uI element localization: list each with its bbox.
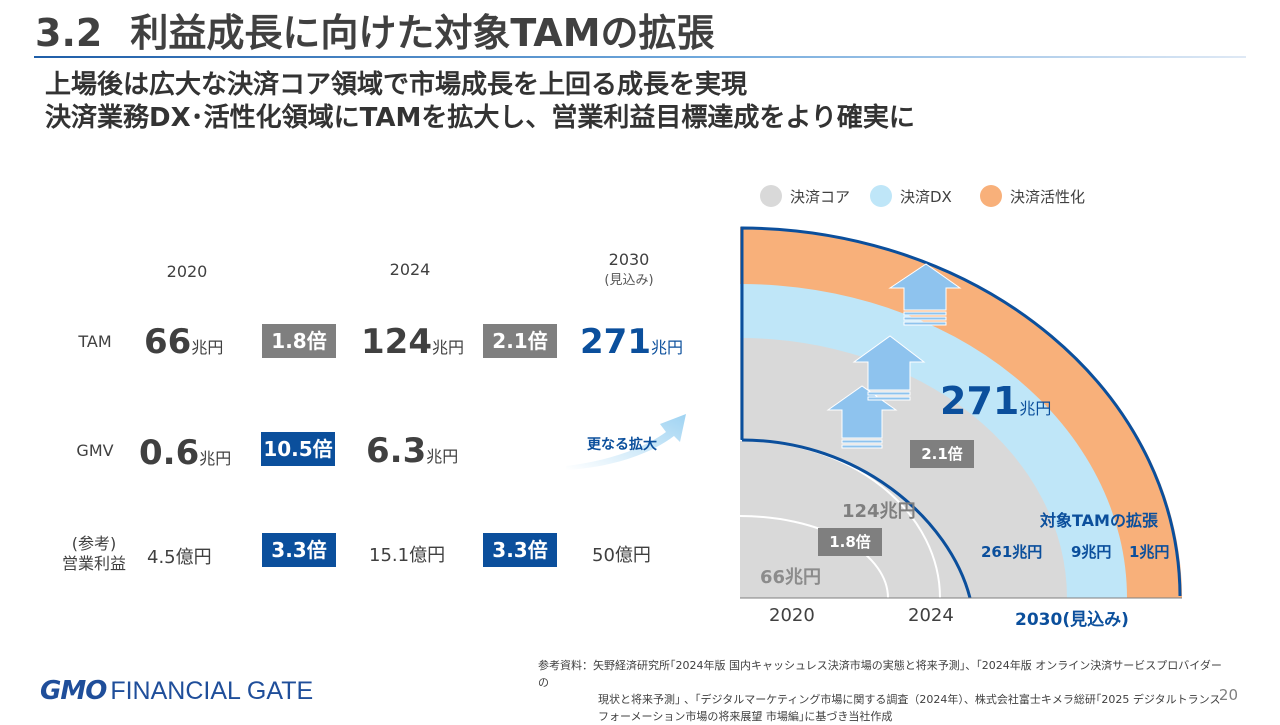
growth-arrow-icon-3 [888,263,962,326]
op-2020-value: 4.5億円 [147,547,212,568]
subtitle-line-2: 決済業務DX･活性化領域にTAMを拡大し、営業利益目標達成をより確実に [45,103,915,133]
page-title: 3.2 利益成長に向けた対象TAMの拡張 [35,2,715,57]
title-text: 利益成長に向けた対象TAMの拡張 [130,11,715,55]
op-2024-value: 15.1億円 [369,545,446,566]
subtitle-line-1: 上場後は広大な決済コア領域で市場成長を上回る成長を実現 [45,70,748,100]
diagram-expansion-label: 対象TAMの拡張 [1040,511,1158,530]
segment-core-value: 261兆円 [981,543,1043,561]
page-number: 20 [1218,686,1238,704]
logo-name: FINANCIAL GATE [110,677,314,705]
growth-arrows [826,263,962,449]
gmv-2020-value: 0.6兆円 [139,433,232,473]
year-header-2030: 2030 (見込み) [579,250,679,288]
year-header-2020: 2020 [166,262,208,281]
title-underline [34,56,1246,58]
row-label-operating-profit: (参考) 営業利益 [61,534,126,573]
tam-2030-value: 271兆円 [580,322,683,362]
tam-multiplier-2: 2.1倍 [483,324,557,358]
op-2030-value: 50億円 [592,545,651,566]
diagram-multiplier-2030: 2.1倍 [910,440,974,468]
diagram-label-2024: 124兆円 [842,501,916,522]
diagram-label-2020: 66兆円 [760,567,822,588]
gmv-multiplier: 10.5倍 [261,432,335,466]
footnote-line-3: フォーメーション市場の将来展望 市場編｣に基づき当社作成 [598,710,893,723]
section-number: 3.2 [35,11,103,55]
forecast-note: (見込み) [604,273,654,288]
segment-activation-value: 1兆円 [1129,543,1170,561]
further-expansion-label: 更なる拡大 [587,437,657,453]
year-2030-label: 2030 [608,250,650,269]
legend-item-core: 決済コア [760,185,850,207]
segment-dx-value: 9兆円 [1071,543,1112,561]
gmv-2024-value: 6.3兆円 [366,431,459,471]
year-header-2024: 2024 [389,260,431,279]
legend-item-activation: 決済活性化 [980,185,1085,207]
legend-activation-swatch [980,185,1002,207]
tam-2024-outline [741,438,972,599]
diagram-x-label-2020: 2020 [769,605,815,626]
diagram-x-label-2024: 2024 [908,605,954,626]
footnote-line-1: 参考資料：矢野経済研究所｢2024年版 国内キャッシュレス決済市場の実態と将来予… [538,659,1222,689]
growth-arrow-icon-2 [852,335,926,401]
tam-2030-outline [740,226,1182,597]
footnote: 参考資料：矢野経済研究所｢2024年版 国内キャッシュレス決済市場の実態と将来予… [538,657,1228,725]
legend-core-swatch [760,185,782,207]
tam-2020-value: 66兆円 [144,322,224,362]
company-logo: GMO FINANCIAL GATE [40,676,313,706]
legend-dx-swatch [870,185,892,207]
row-label-gmv: GMV [76,441,114,460]
band-core-2024 [740,440,940,598]
tam-multiplier-1: 1.8倍 [262,324,336,358]
logo-mark: GMO [40,676,107,706]
diagram-multiplier-2024: 1.8倍 [818,528,882,556]
op-multiplier-2: 3.3倍 [483,533,557,567]
footnote-line-2: 現状と将来予測｣ 、｢デジタルマーケティング市場に関する調査（2024年）、株式… [598,693,1221,706]
row-label-tam: TAM [78,332,112,351]
legend-item-dx: 決済DX [870,185,952,207]
op-multiplier-1: 3.3倍 [262,533,336,567]
tam-2024-value: 124兆円 [361,322,464,362]
diagram-total-value: 271兆円 [940,379,1052,423]
diagram-x-label-2030: 2030(見込み) [1015,610,1129,630]
expansion-arrow-icon [566,414,686,470]
